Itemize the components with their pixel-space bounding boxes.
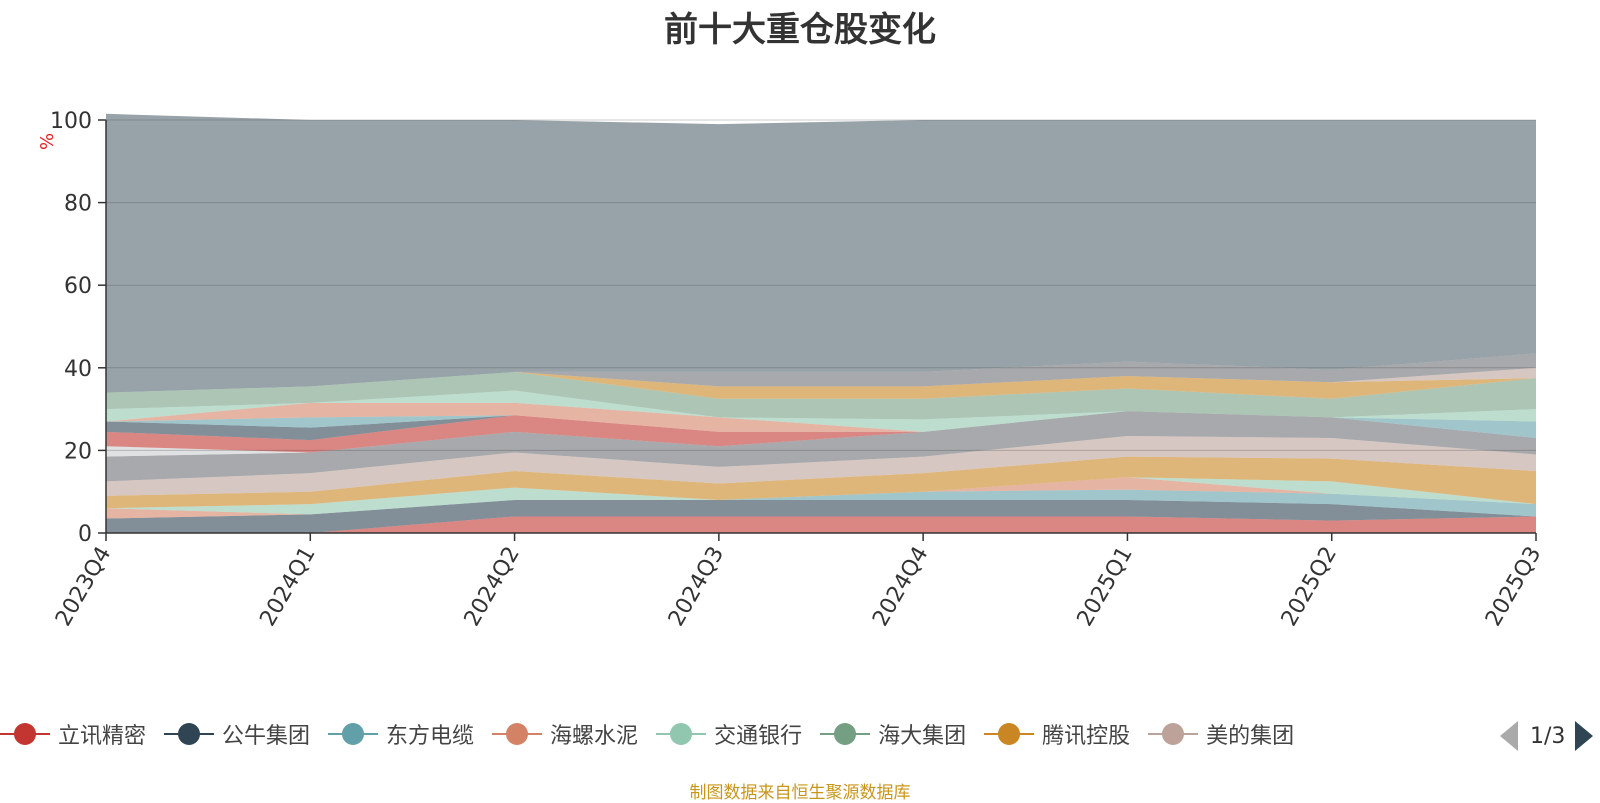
legend-page-indicator: 1/3: [1530, 723, 1566, 749]
legend-next-page-icon[interactable]: [1575, 721, 1594, 751]
x-tick-label: 2024Q4: [868, 543, 933, 631]
grid-lines: [106, 119, 1536, 451]
legend-label: 美的集团: [1206, 724, 1295, 749]
legend-label: 立讯精密: [58, 724, 147, 749]
legend-pager: 1/3: [1500, 718, 1594, 754]
legend-item[interactable]: 海螺水泥: [492, 716, 638, 752]
y-tick-label: 60: [64, 274, 92, 299]
legend-item[interactable]: 海大集团: [820, 716, 966, 752]
series-area-13: [106, 411, 1536, 439]
series-area-16: [106, 371, 1536, 420]
legend-item[interactable]: 东方电缆: [328, 716, 474, 752]
legend-item[interactable]: 腾讯控股: [984, 716, 1130, 752]
legend-item[interactable]: 公牛集团: [164, 716, 310, 752]
x-tick-label: 2024Q1: [255, 543, 320, 631]
series-area-20: [106, 113, 1536, 393]
series-area-7: [106, 456, 1536, 509]
series-area-15: [106, 390, 1536, 432]
series-area-8: [106, 435, 1536, 496]
series-area-10: [106, 411, 1536, 457]
source-note: 制图数据来自恒生聚源数据库: [689, 783, 911, 803]
legend-marker-icon: [492, 722, 543, 746]
series-area-3: [106, 489, 1536, 519]
series-area-4: [106, 477, 1536, 519]
legend-label: 海大集团: [878, 724, 967, 749]
x-tick-label: 2025Q2: [1277, 543, 1342, 631]
legend-marker-icon: [656, 722, 707, 746]
legend-label: 交通银行: [714, 724, 803, 749]
chart-title: 前十大重仓股变化: [664, 10, 936, 50]
legend-label: 腾讯控股: [1042, 724, 1131, 749]
legend-marker-icon: [328, 722, 379, 746]
legend-marker-icon: [984, 722, 1035, 746]
series-area-9: [106, 411, 1536, 482]
x-tick-label: 2024Q2: [460, 543, 525, 631]
legend-marker-icon: [820, 722, 871, 746]
legend-item[interactable]: 立讯精密: [0, 716, 146, 752]
series-area-12: [106, 411, 1536, 441]
legend-item[interactable]: 美的集团: [1148, 716, 1294, 752]
legend-item[interactable]: 交通银行: [656, 716, 802, 752]
series-area-5: [106, 477, 1536, 515]
y-tick-label: 40: [64, 357, 92, 382]
x-tick-label: 2025Q3: [1481, 543, 1546, 631]
legend-marker-icon: [0, 722, 50, 746]
y-tick-label: 80: [64, 192, 92, 217]
x-tick-label: 2023Q4: [51, 543, 116, 631]
legend-label: 公牛集团: [222, 724, 311, 749]
area-series-group: [106, 113, 1536, 533]
x-tick-label: 2024Q3: [664, 543, 729, 631]
legend: 立讯精密 公牛集团 东方电缆 海螺水泥 交通银行 海大集团 腾讯控股 美的集团: [0, 716, 1480, 752]
legend-prev-page-icon[interactable]: [1500, 721, 1518, 751]
y-tick-label: 100: [50, 109, 92, 134]
series-area-19: [106, 353, 1536, 393]
legend-label: 海螺水泥: [550, 724, 639, 749]
legend-marker-icon: [1148, 722, 1199, 746]
series-area-1: [106, 516, 1536, 533]
series-area-17: [106, 371, 1536, 399]
y-tick-label: 20: [64, 439, 92, 464]
series-area-2: [106, 499, 1536, 533]
series-area-14: [106, 402, 1536, 432]
x-tick-label: 2025Q1: [1073, 543, 1138, 631]
legend-label: 东方电缆: [386, 724, 475, 749]
legend-marker-icon: [164, 722, 215, 746]
y-tick-label: 0: [78, 522, 92, 547]
